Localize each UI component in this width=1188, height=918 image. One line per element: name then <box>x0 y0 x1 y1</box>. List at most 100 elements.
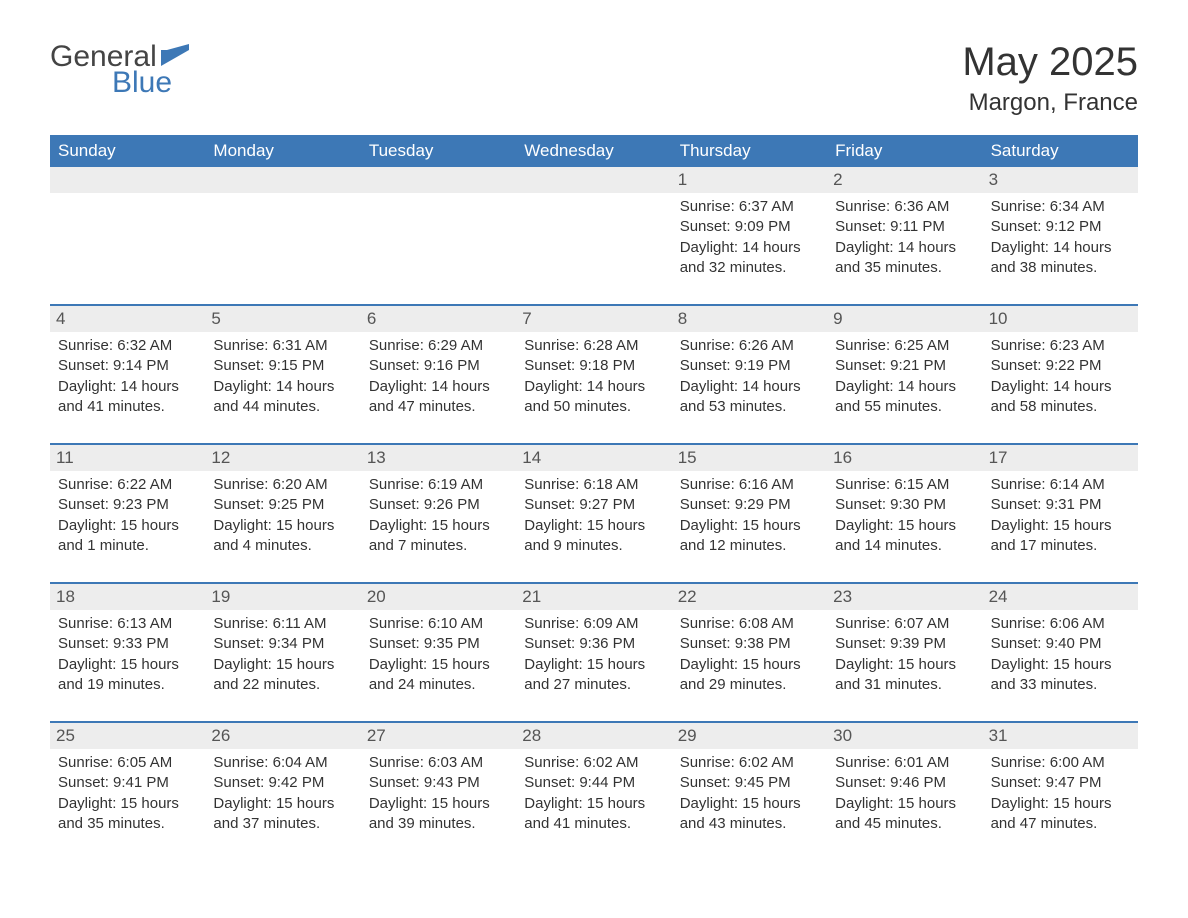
day-number: 21 <box>516 584 671 610</box>
sunrise-text: Sunrise: 6:04 AM <box>213 753 352 773</box>
daylight-text: Daylight: 15 hours <box>835 516 974 536</box>
sunset-text: Sunset: 9:22 PM <box>991 356 1130 376</box>
sunrise-text: Sunrise: 6:34 AM <box>991 197 1130 217</box>
daylight-text: Daylight: 15 hours <box>835 794 974 814</box>
sunrise-text: Sunrise: 6:02 AM <box>680 753 819 773</box>
daylight-text: Daylight: 15 hours <box>58 794 197 814</box>
sunrise-text: Sunrise: 6:37 AM <box>680 197 819 217</box>
calendar-week: 11Sunrise: 6:22 AMSunset: 9:23 PMDayligh… <box>50 443 1138 570</box>
calendar-day: 21Sunrise: 6:09 AMSunset: 9:36 PMDayligh… <box>516 584 671 709</box>
daylight-text: Daylight: 15 hours <box>369 655 508 675</box>
sunset-text: Sunset: 9:19 PM <box>680 356 819 376</box>
daylight-text: Daylight: 15 hours <box>835 655 974 675</box>
daylight-text: and 44 minutes. <box>213 397 352 417</box>
sunrise-text: Sunrise: 6:23 AM <box>991 336 1130 356</box>
daylight-text: and 38 minutes. <box>991 258 1130 278</box>
daylight-text: and 29 minutes. <box>680 675 819 695</box>
daylight-text: Daylight: 14 hours <box>58 377 197 397</box>
title-block: May 2025 Margon, France <box>962 40 1138 117</box>
weekday-header: Monday <box>205 135 360 167</box>
daylight-text: and 35 minutes. <box>835 258 974 278</box>
daylight-text: and 31 minutes. <box>835 675 974 695</box>
sunrise-text: Sunrise: 6:32 AM <box>58 336 197 356</box>
daylight-text: Daylight: 14 hours <box>680 238 819 258</box>
daylight-text: and 55 minutes. <box>835 397 974 417</box>
sunset-text: Sunset: 9:33 PM <box>58 634 197 654</box>
sunrise-text: Sunrise: 6:07 AM <box>835 614 974 634</box>
sunrise-text: Sunrise: 6:15 AM <box>835 475 974 495</box>
day-number: 29 <box>672 723 827 749</box>
calendar-week: 18Sunrise: 6:13 AMSunset: 9:33 PMDayligh… <box>50 582 1138 709</box>
daylight-text: and 19 minutes. <box>58 675 197 695</box>
day-number: 23 <box>827 584 982 610</box>
daylight-text: and 12 minutes. <box>680 536 819 556</box>
daylight-text: Daylight: 15 hours <box>58 516 197 536</box>
calendar-day: 14Sunrise: 6:18 AMSunset: 9:27 PMDayligh… <box>516 445 671 570</box>
daylight-text: and 41 minutes. <box>524 814 663 834</box>
weekday-header: Wednesday <box>516 135 671 167</box>
calendar-day: 30Sunrise: 6:01 AMSunset: 9:46 PMDayligh… <box>827 723 982 848</box>
sunset-text: Sunset: 9:46 PM <box>835 773 974 793</box>
calendar-day: 8Sunrise: 6:26 AMSunset: 9:19 PMDaylight… <box>672 306 827 431</box>
sunset-text: Sunset: 9:31 PM <box>991 495 1130 515</box>
calendar-day: 24Sunrise: 6:06 AMSunset: 9:40 PMDayligh… <box>983 584 1138 709</box>
daylight-text: Daylight: 14 hours <box>213 377 352 397</box>
daylight-text: Daylight: 14 hours <box>680 377 819 397</box>
sunrise-text: Sunrise: 6:26 AM <box>680 336 819 356</box>
sunset-text: Sunset: 9:44 PM <box>524 773 663 793</box>
daylight-text: and 41 minutes. <box>58 397 197 417</box>
day-number: 24 <box>983 584 1138 610</box>
sunset-text: Sunset: 9:14 PM <box>58 356 197 376</box>
day-number: 4 <box>50 306 205 332</box>
daylight-text: and 47 minutes. <box>991 814 1130 834</box>
daylight-text: and 47 minutes. <box>369 397 508 417</box>
daylight-text: and 4 minutes. <box>213 536 352 556</box>
daylight-text: and 14 minutes. <box>835 536 974 556</box>
day-number: 11 <box>50 445 205 471</box>
day-number: 12 <box>205 445 360 471</box>
calendar-day: 15Sunrise: 6:16 AMSunset: 9:29 PMDayligh… <box>672 445 827 570</box>
weekday-header: Saturday <box>983 135 1138 167</box>
day-number: 19 <box>205 584 360 610</box>
calendar-day: 20Sunrise: 6:10 AMSunset: 9:35 PMDayligh… <box>361 584 516 709</box>
sunset-text: Sunset: 9:16 PM <box>369 356 508 376</box>
day-number <box>516 167 671 193</box>
daylight-text: Daylight: 15 hours <box>991 516 1130 536</box>
day-number: 26 <box>205 723 360 749</box>
daylight-text: and 27 minutes. <box>524 675 663 695</box>
day-number: 16 <box>827 445 982 471</box>
calendar-day: 12Sunrise: 6:20 AMSunset: 9:25 PMDayligh… <box>205 445 360 570</box>
day-number: 30 <box>827 723 982 749</box>
calendar-day: 10Sunrise: 6:23 AMSunset: 9:22 PMDayligh… <box>983 306 1138 431</box>
calendar-day: 31Sunrise: 6:00 AMSunset: 9:47 PMDayligh… <box>983 723 1138 848</box>
sunset-text: Sunset: 9:26 PM <box>369 495 508 515</box>
calendar-day <box>50 167 205 292</box>
day-number: 13 <box>361 445 516 471</box>
calendar-day: 3Sunrise: 6:34 AMSunset: 9:12 PMDaylight… <box>983 167 1138 292</box>
weekday-header: Sunday <box>50 135 205 167</box>
sunrise-text: Sunrise: 6:18 AM <box>524 475 663 495</box>
sunset-text: Sunset: 9:34 PM <box>213 634 352 654</box>
sunset-text: Sunset: 9:38 PM <box>680 634 819 654</box>
sunset-text: Sunset: 9:36 PM <box>524 634 663 654</box>
sunrise-text: Sunrise: 6:36 AM <box>835 197 974 217</box>
daylight-text: Daylight: 15 hours <box>213 516 352 536</box>
day-number <box>361 167 516 193</box>
sunset-text: Sunset: 9:27 PM <box>524 495 663 515</box>
sunset-text: Sunset: 9:35 PM <box>369 634 508 654</box>
sunrise-text: Sunrise: 6:29 AM <box>369 336 508 356</box>
daylight-text: and 43 minutes. <box>680 814 819 834</box>
sunrise-text: Sunrise: 6:02 AM <box>524 753 663 773</box>
calendar-day: 29Sunrise: 6:02 AMSunset: 9:45 PMDayligh… <box>672 723 827 848</box>
sunrise-text: Sunrise: 6:28 AM <box>524 336 663 356</box>
sunset-text: Sunset: 9:41 PM <box>58 773 197 793</box>
daylight-text: Daylight: 15 hours <box>991 794 1130 814</box>
sunset-text: Sunset: 9:11 PM <box>835 217 974 237</box>
daylight-text: and 24 minutes. <box>369 675 508 695</box>
day-number: 22 <box>672 584 827 610</box>
calendar-day <box>205 167 360 292</box>
daylight-text: Daylight: 14 hours <box>369 377 508 397</box>
daylight-text: Daylight: 14 hours <box>524 377 663 397</box>
sunrise-text: Sunrise: 6:13 AM <box>58 614 197 634</box>
calendar-day: 5Sunrise: 6:31 AMSunset: 9:15 PMDaylight… <box>205 306 360 431</box>
